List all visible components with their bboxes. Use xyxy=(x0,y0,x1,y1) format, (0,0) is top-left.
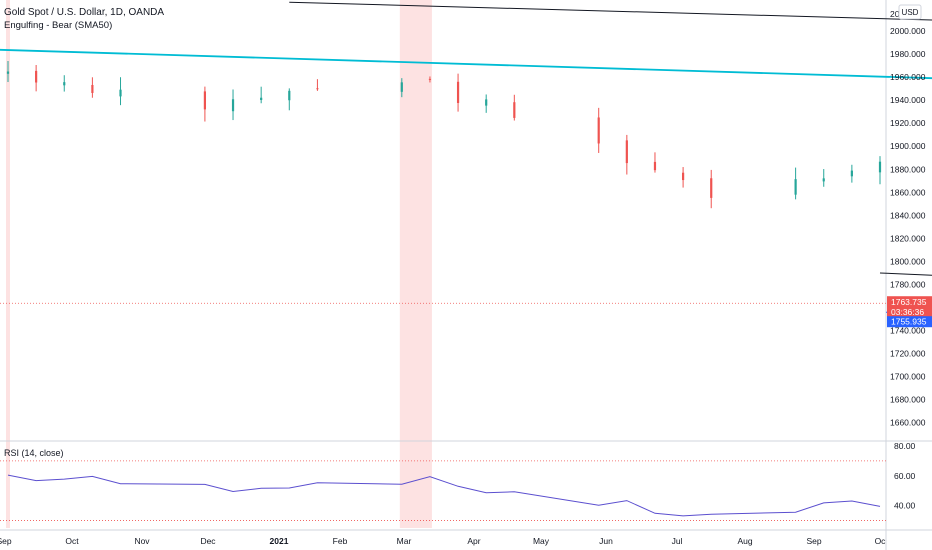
price-tick: 1860.000 xyxy=(890,187,926,197)
candle xyxy=(878,161,882,173)
time-tick: Dec xyxy=(200,536,216,546)
candle xyxy=(625,140,628,164)
rsi-tick: 60.00 xyxy=(894,471,916,481)
price-tick: 1880.000 xyxy=(890,164,926,174)
price-tick-partial: 20 xyxy=(890,9,900,19)
price-tick: 1740.000 xyxy=(890,326,926,336)
time-tick: Sep xyxy=(0,536,12,546)
time-tick: Feb xyxy=(333,536,348,546)
chart-title: Gold Spot / U.S. Dollar, 1D, OANDA xyxy=(4,7,164,18)
rsi-tick: 40.00 xyxy=(894,501,916,511)
highlight-bars xyxy=(6,0,432,528)
time-tick: Oc xyxy=(875,536,887,546)
header-labels: Gold Spot / U.S. Dollar, 1D, OANDA Engul… xyxy=(4,7,164,458)
support-price-tag xyxy=(887,316,932,328)
currency-label: USD xyxy=(902,8,919,17)
indicator-label: Engulfing - Bear (SMA50) xyxy=(4,20,112,31)
time-tick: Apr xyxy=(467,536,480,546)
projection-arrow xyxy=(0,48,932,80)
price-tick: 2000.000 xyxy=(890,26,926,36)
axes: 2000.000 1980.000 1960.000 1940.000 1920.000… xyxy=(0,4,932,546)
highlight-bar xyxy=(399,0,432,528)
rsi-tick: 80.00 xyxy=(894,441,916,451)
price-tick: 1980.000 xyxy=(890,49,926,59)
price-tick: 1960.000 xyxy=(890,72,926,82)
time-tick-year: 2021 xyxy=(270,536,289,546)
candle xyxy=(400,82,403,92)
support-price-label: 1755.935 xyxy=(891,317,927,327)
candle xyxy=(63,82,66,86)
candle xyxy=(288,90,291,101)
price-tick: 1820.000 xyxy=(890,233,926,243)
price-tick: 1900.000 xyxy=(890,141,926,151)
candle xyxy=(91,84,94,93)
candle xyxy=(316,88,319,90)
resistance-trendline xyxy=(289,1,932,21)
candle xyxy=(513,102,516,118)
time-tick: Jul xyxy=(672,536,683,546)
candle xyxy=(597,117,600,144)
candle xyxy=(35,70,38,83)
candle xyxy=(850,170,853,177)
candle xyxy=(653,161,657,171)
price-tick: 1920.000 xyxy=(890,118,926,128)
currency-badge xyxy=(898,4,922,20)
price-tick: 1680.000 xyxy=(890,395,926,405)
rsi-line xyxy=(7,474,881,517)
drawings xyxy=(0,1,932,313)
highlight-bar xyxy=(6,0,10,528)
time-tick: Mar xyxy=(397,536,412,546)
candle xyxy=(6,71,10,74)
candle xyxy=(203,91,207,110)
time-tick: Jun xyxy=(599,536,613,546)
candle xyxy=(231,99,235,112)
candle xyxy=(428,78,432,80)
price-tick: 1800.000 xyxy=(890,256,926,266)
time-tick: May xyxy=(533,536,550,546)
time-tick: Nov xyxy=(134,536,150,546)
candle xyxy=(794,179,797,195)
price-tick: 1660.000 xyxy=(890,418,926,428)
candle xyxy=(260,97,263,100)
current-price-label: 1763.735 xyxy=(891,297,927,307)
price-tick: 1780.000 xyxy=(890,279,926,289)
candle-series xyxy=(6,60,882,209)
time-tick: Sep xyxy=(806,536,821,546)
current-price-tag xyxy=(887,296,932,319)
rsi-pane xyxy=(0,460,886,521)
price-tick: 1840.000 xyxy=(890,210,926,220)
candle xyxy=(456,81,460,103)
price-tick: 1700.000 xyxy=(890,372,926,382)
candle xyxy=(119,89,122,97)
price-tick: 1940.000 xyxy=(890,95,926,105)
rsi-label: RSI (14, close) xyxy=(4,448,64,458)
candle xyxy=(485,99,488,106)
candle xyxy=(681,172,685,181)
time-tick: Aug xyxy=(737,536,752,546)
candle xyxy=(710,178,713,198)
candle xyxy=(822,178,825,182)
time-tick: Oct xyxy=(65,536,79,546)
countdown-label: 03:36:36 xyxy=(891,307,924,317)
price-tick: 1720.000 xyxy=(890,349,926,359)
